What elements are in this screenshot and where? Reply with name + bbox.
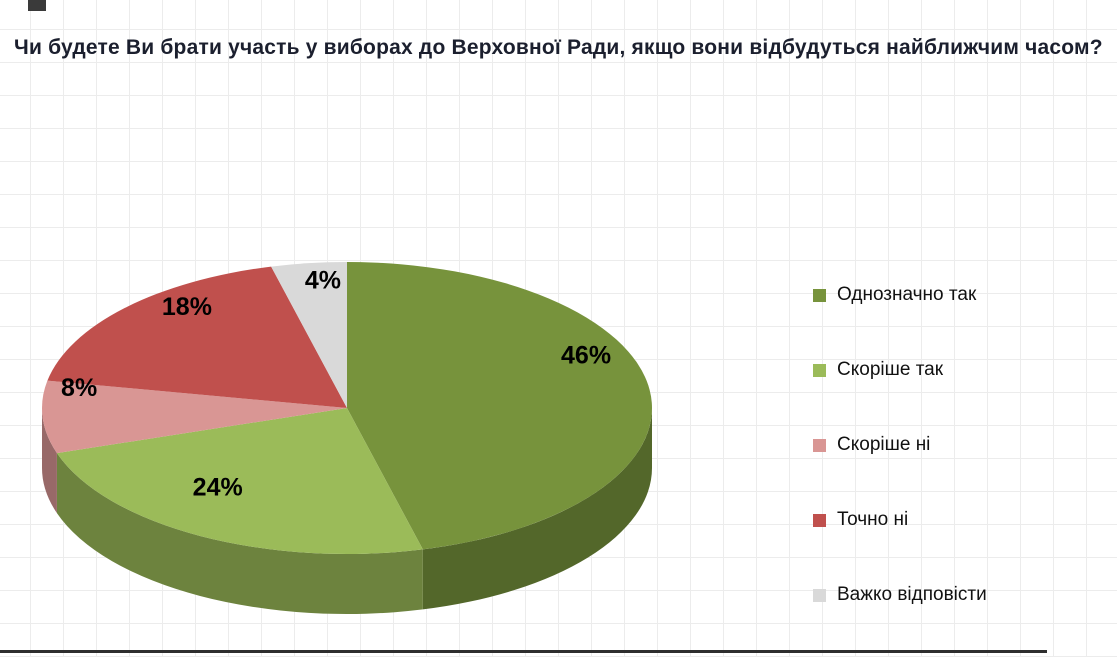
pie-value-label-3: 18% [162, 293, 212, 321]
pie-slice-1 [56, 408, 423, 554]
pie-value-label-2: 8% [61, 374, 97, 402]
pie-slice-side-2 [42, 408, 57, 514]
chart-legend: Однозначно так Скоріше так Скоріше ні Точно… [813, 284, 987, 606]
pie-slice-side-0 [422, 408, 652, 610]
pie-value-label-0: 46% [561, 342, 611, 370]
legend-swatch-2 [813, 438, 826, 452]
pie-slice-2 [41, 380, 347, 454]
pie-slice-4 [271, 262, 347, 408]
legend-label-2: Скоріше ні [837, 434, 931, 455]
legend-label-1: Скоріше так [837, 359, 944, 380]
legend-item-4: Важко відповісти [813, 584, 987, 606]
legend-swatch-3 [813, 513, 826, 527]
bottom-border-line [0, 650, 1047, 653]
pie-value-label-4: 4% [305, 267, 341, 295]
legend-label-0: Однозначно так [837, 284, 977, 305]
legend-swatch-1 [813, 363, 826, 377]
pie-slice-side-1 [56, 453, 423, 614]
legend-item-2: Скоріше ні [813, 434, 987, 456]
legend-label-4: Важко відповісти [837, 584, 987, 605]
chart-title: Чи будете Ви брати участь у виборах до В… [14, 36, 1103, 59]
legend-swatch-4 [813, 588, 826, 602]
legend-swatch-0 [813, 288, 826, 302]
legend-item-3: Точно ні [813, 509, 987, 531]
legend-item-1: Скоріше так [813, 359, 987, 381]
legend-label-3: Точно ні [837, 509, 909, 530]
pie-slice-3 [47, 266, 347, 408]
page-corner-mark [28, 0, 46, 11]
legend-item-0: Однозначно так [813, 284, 987, 306]
pie-value-label-1: 24% [193, 474, 243, 502]
pie-slice-0 [347, 262, 653, 550]
